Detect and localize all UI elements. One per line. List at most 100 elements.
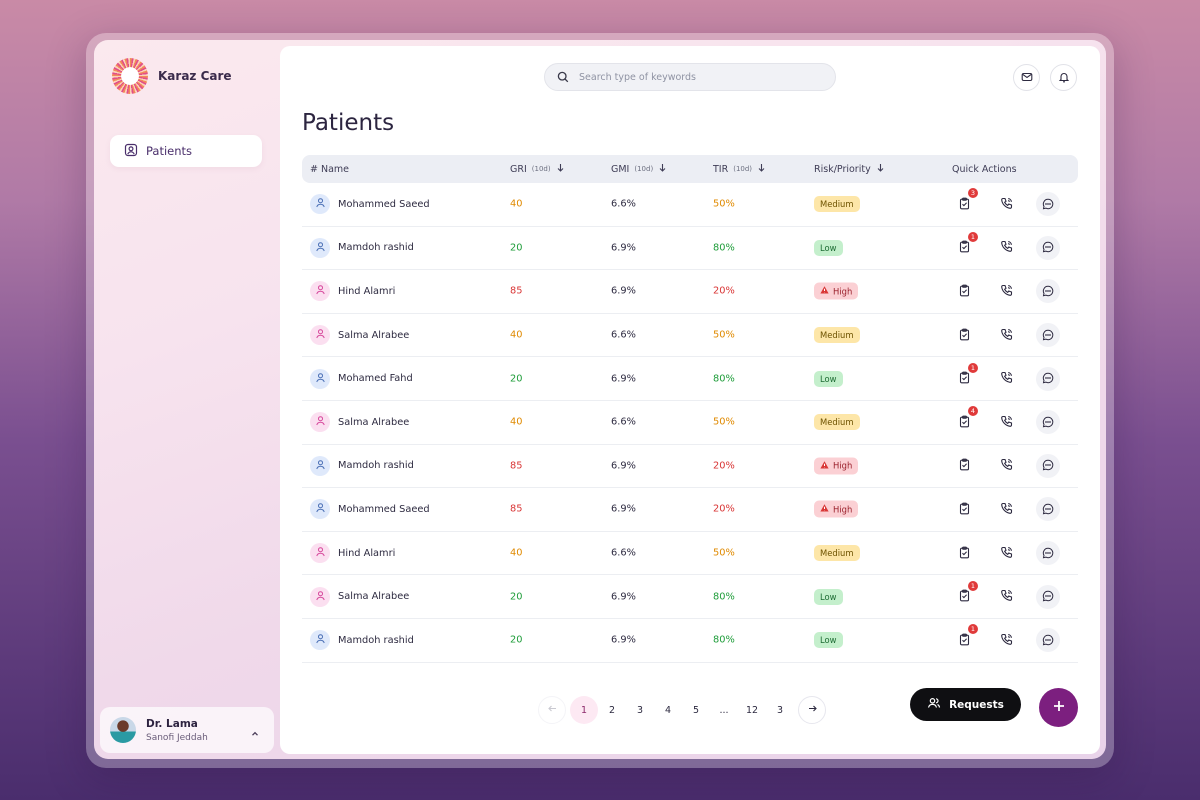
notes-button[interactable]: 3	[952, 188, 978, 216]
message-button[interactable]	[1036, 584, 1060, 609]
brand[interactable]: Karaz Care	[112, 58, 232, 94]
message-button[interactable]	[1036, 192, 1060, 217]
col-gri[interactable]: GRI (10d)	[510, 163, 565, 175]
table-row[interactable]: Mohammed Saeed 85 6.9% 20% High	[302, 488, 1078, 532]
message-button[interactable]	[1036, 453, 1060, 478]
page-button[interactable]: 3	[776, 704, 784, 716]
call-button[interactable]	[994, 323, 1018, 347]
message-button[interactable]	[1036, 366, 1060, 391]
call-button[interactable]	[994, 541, 1018, 565]
chevron-up-icon[interactable]	[250, 724, 260, 743]
notes-button[interactable]: 1	[952, 624, 978, 652]
tir-value: 20%	[713, 285, 735, 297]
notification-count: 1	[968, 624, 978, 635]
patient-name-cell[interactable]: Salma Alrabee	[310, 586, 409, 607]
search-bar[interactable]	[544, 63, 836, 91]
notes-button[interactable]	[952, 497, 976, 521]
call-button[interactable]	[994, 628, 1018, 652]
table-row[interactable]: Salma Alrabee 20 6.9% 80% Low 1	[302, 575, 1078, 619]
page-button[interactable]: 2	[608, 704, 616, 716]
risk-badge: High	[814, 500, 859, 518]
patient-name-cell[interactable]: Mamdoh rashid	[310, 237, 414, 258]
message-button[interactable]	[1036, 541, 1060, 566]
notes-button[interactable]: 4	[952, 406, 978, 434]
notes-button[interactable]	[952, 323, 976, 347]
notes-button[interactable]	[952, 279, 976, 303]
risk-cell: High	[814, 282, 859, 300]
phone-icon	[1000, 500, 1013, 519]
clipboard-check-icon	[958, 326, 971, 345]
call-button[interactable]	[994, 454, 1018, 478]
sidebar-item-patients[interactable]: Patients	[110, 135, 262, 167]
patient-name-cell[interactable]: Mamdoh rashid	[310, 455, 414, 476]
patient-name: Mohamed Fahd	[338, 373, 413, 385]
gmi-value: 6.9%	[611, 503, 636, 515]
pagination: 1 2 3 4 5... 12 3	[538, 696, 826, 724]
add-button[interactable]	[1039, 688, 1078, 727]
notes-button[interactable]: 1	[952, 362, 978, 391]
gri-value: 40	[510, 329, 523, 341]
patient-name-cell[interactable]: Salma Alrabee	[310, 325, 409, 346]
call-button[interactable]	[994, 236, 1018, 260]
notes-button[interactable]: 1	[952, 231, 978, 260]
table-row[interactable]: Mohamed Fahd 20 6.9% 80% Low 1	[302, 357, 1078, 401]
patient-name-cell[interactable]: Hind Alamri	[310, 543, 395, 564]
table-row[interactable]: Mamdoh rashid 85 6.9% 20% High	[302, 445, 1078, 489]
table-row[interactable]: Mamdoh rashid 20 6.9% 80% Low 1	[302, 227, 1078, 271]
phone-icon	[1000, 326, 1013, 345]
notes-button[interactable]	[952, 541, 976, 565]
patient-name-cell[interactable]: Mohammed Saeed	[310, 194, 430, 215]
col-tir[interactable]: TIR (10d)	[713, 163, 766, 175]
message-button[interactable]	[1036, 628, 1060, 653]
notes-button[interactable]: 1	[952, 580, 978, 609]
table-row[interactable]: Hind Alamri 85 6.9% 20% High	[302, 270, 1078, 314]
call-button[interactable]	[994, 367, 1018, 391]
table-row[interactable]: Mohammed Saeed 40 6.6% 50% Medium 3	[302, 183, 1078, 227]
patient-name-cell[interactable]: Hind Alamri	[310, 281, 395, 302]
table-row[interactable]: Hind Alamri 40 6.6% 50% Medium	[302, 532, 1078, 576]
patient-name-cell[interactable]: Salma Alrabee	[310, 412, 409, 433]
user-icon	[315, 633, 326, 647]
gmi-value: 6.6%	[611, 547, 636, 559]
col-gmi[interactable]: GMI (10d)	[611, 163, 667, 175]
user-profile-card[interactable]: Dr. Lama Sanofi Jeddah	[100, 707, 274, 753]
table-row[interactable]: Mamdoh rashid 20 6.9% 80% Low 1	[302, 619, 1078, 663]
call-button[interactable]	[994, 585, 1018, 609]
message-button[interactable]	[1036, 410, 1060, 435]
prev-page-button[interactable]	[538, 696, 566, 724]
gri-value: 40	[510, 198, 523, 210]
table-row[interactable]: Salma Alrabee 40 6.6% 50% Medium 4	[302, 401, 1078, 445]
risk-label: Medium	[820, 548, 854, 559]
table-row[interactable]: Salma Alrabee 40 6.6% 50% Medium	[302, 314, 1078, 358]
call-button[interactable]	[994, 410, 1018, 434]
col-tir-unit: (10d)	[733, 165, 753, 173]
page-button[interactable]: 12	[745, 704, 759, 716]
notifications-button[interactable]	[1050, 64, 1077, 91]
risk-label: Low	[820, 635, 837, 646]
message-button[interactable]	[1036, 279, 1060, 304]
message-button[interactable]	[1036, 235, 1060, 260]
mail-button[interactable]	[1013, 64, 1040, 91]
call-button[interactable]	[994, 192, 1018, 216]
call-button[interactable]	[994, 279, 1018, 303]
page-button[interactable]: 4	[664, 704, 672, 716]
page-button[interactable]: 5	[692, 704, 700, 716]
call-button[interactable]	[994, 497, 1018, 521]
page-button[interactable]: 3	[636, 704, 644, 716]
col-name[interactable]: # Name	[310, 164, 349, 175]
next-page-button[interactable]	[798, 696, 826, 724]
patient-name-cell[interactable]: Mohammed Saeed	[310, 499, 430, 520]
message-button[interactable]	[1036, 497, 1060, 522]
patient-name-cell[interactable]: Mamdoh rashid	[310, 630, 414, 651]
page-button[interactable]: 1	[570, 696, 598, 724]
search-input[interactable]	[579, 71, 809, 83]
col-risk[interactable]: Risk/Priority	[814, 163, 885, 175]
mail-icon	[1021, 68, 1033, 87]
notes-button[interactable]	[952, 454, 976, 478]
patient-name-cell[interactable]: Mohamed Fahd	[310, 368, 413, 389]
chat-icon	[1042, 631, 1054, 650]
requests-button[interactable]: Requests	[910, 688, 1021, 721]
message-button[interactable]	[1036, 323, 1060, 348]
risk-badge: High	[814, 457, 859, 475]
patient-avatar	[310, 455, 330, 476]
